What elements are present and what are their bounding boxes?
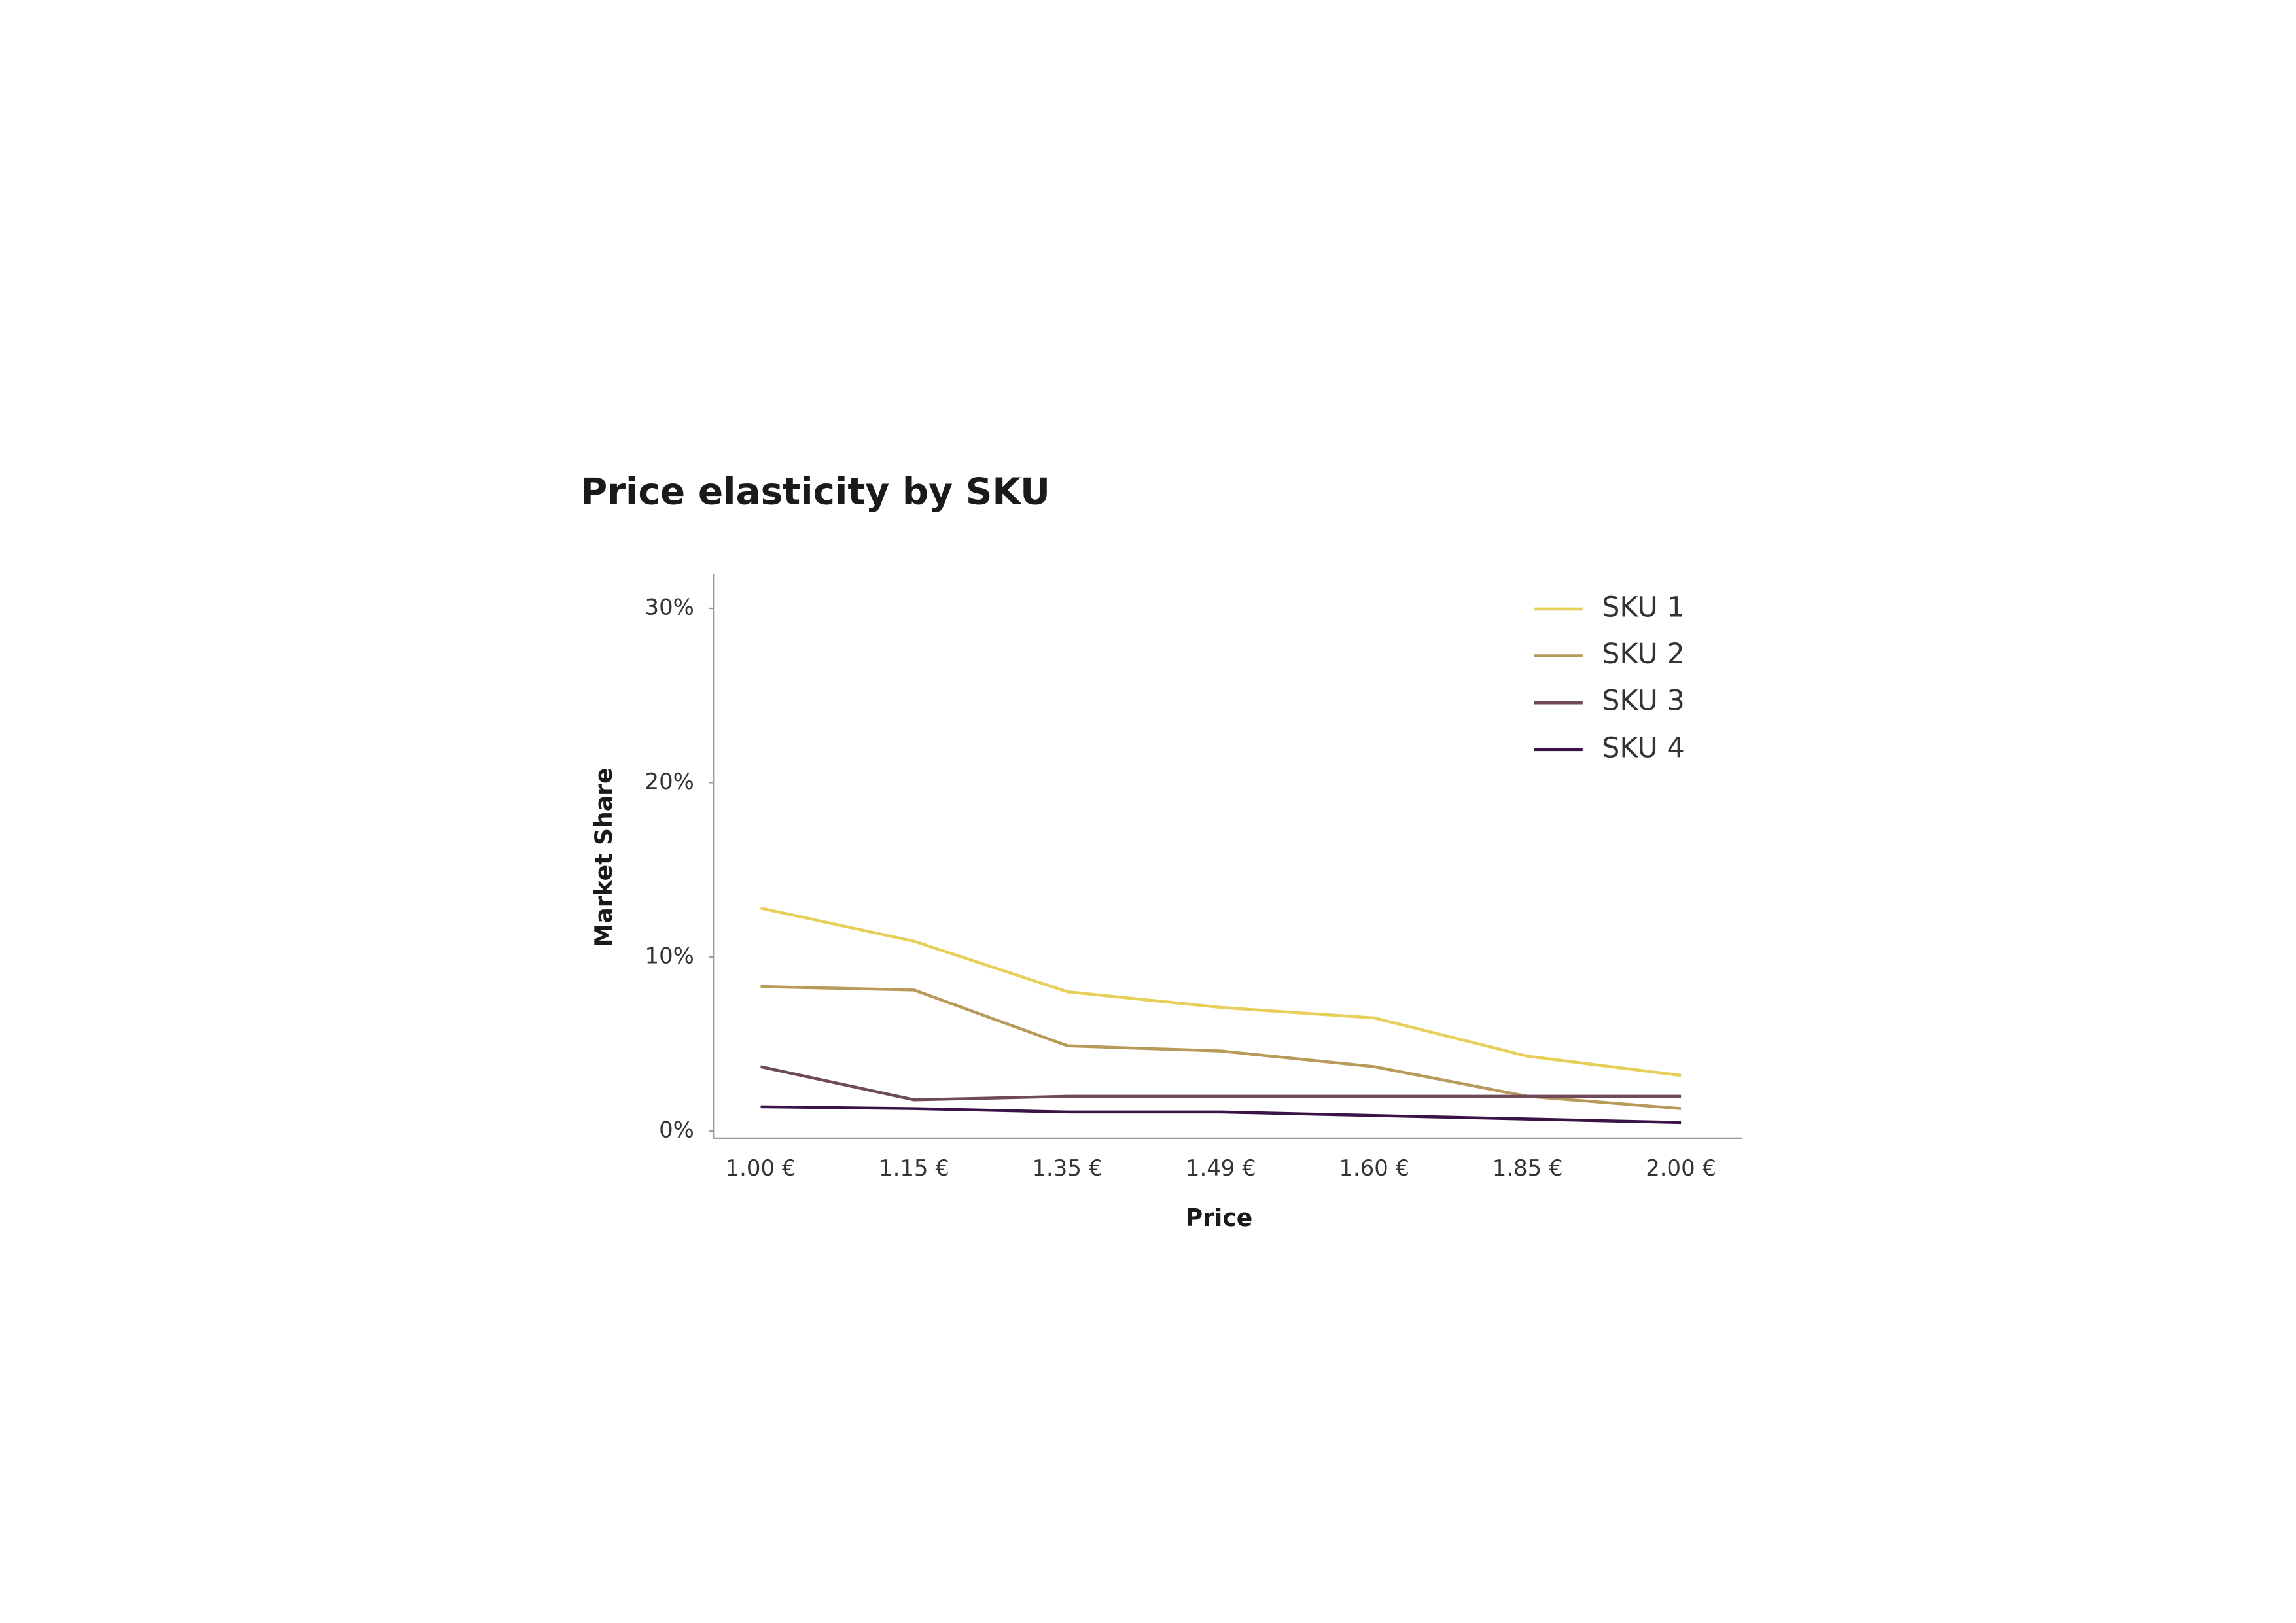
legend-label: SKU 1	[1602, 591, 1685, 623]
x-tick-label: 1.00 €	[726, 1155, 796, 1181]
y-tick-label: 10%	[645, 943, 694, 968]
legend-label: SKU 4	[1602, 731, 1685, 764]
series-line	[760, 1105, 1682, 1125]
y-tick-label: 30%	[645, 594, 694, 620]
x-tick-label: 1.85 €	[1492, 1155, 1563, 1181]
series-line	[760, 906, 1682, 1077]
y-axis-label: Market Share	[590, 767, 618, 947]
x-tick-label: 1.15 €	[879, 1155, 949, 1181]
series-line	[760, 1065, 1682, 1102]
y-tick-label: 0%	[659, 1117, 694, 1143]
legend-label: SKU 2	[1602, 638, 1685, 671]
x-tick-label: 1.35 €	[1032, 1155, 1103, 1181]
x-tick-label: 1.49 €	[1186, 1155, 1256, 1181]
x-axis-label: Price	[1186, 1204, 1253, 1232]
legend-label: SKU 3	[1602, 685, 1685, 718]
chart-title: Price elasticity by SKU	[580, 470, 1050, 513]
y-tick-label: 20%	[645, 769, 694, 794]
x-tick-label: 1.60 €	[1339, 1155, 1409, 1181]
x-tick-label: 2.00 €	[1646, 1155, 1716, 1181]
